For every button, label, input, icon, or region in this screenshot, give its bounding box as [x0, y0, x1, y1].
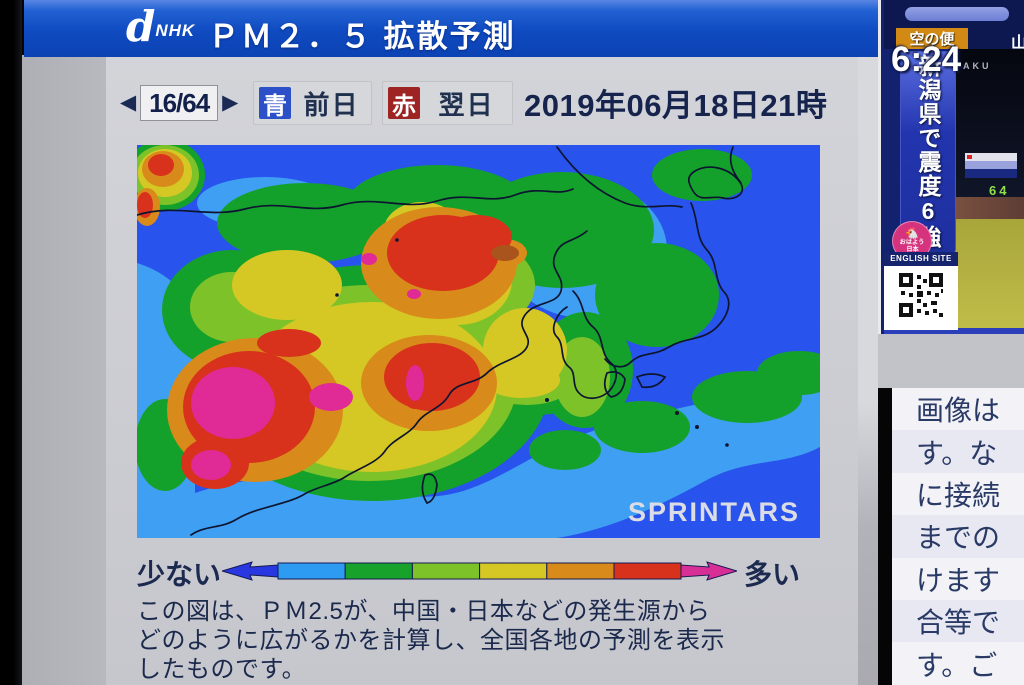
sidebar-text-card: 画像は す。な に接続 までの けます 合等で す。ご [892, 388, 1024, 685]
video-thumbnail: AKU 64 [955, 49, 1024, 330]
forecast-datetime: 2019年06月18日21時 [524, 88, 828, 123]
page-title: ＰＭ２．５ 拡散予測 [208, 19, 516, 54]
map-description: この図は、ＰＭ2.5が、中国・日本などの発生源から どのように広がるかを計算し、… [137, 597, 837, 684]
sidebar: 空の便 山 6:24 新潟県で震度6強 ENGLISH SITE [878, 0, 1024, 685]
coastlines [137, 146, 744, 536]
header-bar [24, 0, 878, 57]
legend-low-label: 少ない [137, 559, 222, 590]
tv-top-pill [905, 7, 1009, 21]
description-line: したものです。 [137, 656, 307, 683]
logo-nhk: NHK [155, 21, 196, 40]
scoreboard [965, 153, 1017, 178]
map-canvas [137, 145, 820, 538]
description-line: この図は、ＰＭ2.5が、中国・日本などの発生源から [137, 598, 711, 625]
left-margin-band [22, 55, 106, 685]
tv-frame-bottom [884, 328, 1024, 334]
pm25-forecast-map: SPRINTARS [137, 145, 820, 538]
sidebar-text-line: 合等で [892, 599, 1024, 643]
legend-high-label: 多い [744, 559, 801, 590]
qr-code [897, 271, 945, 319]
frame-pager: ◀ 16/64 ▶ [120, 84, 238, 122]
stadium-track [955, 197, 1024, 219]
sprintars-watermark: SPRINTARS [627, 497, 800, 527]
sidebar-text-line: けます [916, 564, 1001, 596]
sidebar-text-line: す。な [892, 430, 1024, 473]
logo-text-1: おはよう [899, 239, 925, 246]
clock-time: 6:24 [891, 40, 962, 79]
sidebar-text-line: 画像は [916, 395, 1001, 427]
logo-d: d [126, 2, 156, 51]
score-digits: 64 [989, 183, 1010, 198]
headline-text: 新潟県で震度6強 [915, 54, 941, 249]
sidebar-text-line: までの [892, 515, 1024, 558]
blue-key-chip: 青 [259, 87, 291, 120]
live-broadcast-preview[interactable]: 空の便 山 6:24 新潟県で震度6強 ENGLISH SITE [878, 0, 1024, 334]
pager-value: 16/64 [140, 85, 219, 121]
panel-gap [858, 55, 878, 685]
rooster-icon: 🐔 [905, 228, 919, 240]
sidebar-text-line: す。ご [916, 649, 998, 681]
stadium-field [955, 219, 1024, 330]
next-day-label: 翌日 [438, 89, 495, 120]
pager-prev-icon[interactable]: ◀ [120, 91, 137, 114]
legend-color-scale [220, 556, 739, 591]
next-day-button[interactable]: 赤 翌日 [382, 81, 513, 125]
ticker-partial-text: 山 [1010, 35, 1024, 52]
nhk-datamode-logo: d NHK [126, 2, 196, 51]
description-line: どのように広がるかを計算し、全国各地の予測を表示 [137, 627, 725, 654]
sidebar-text-line: に接続 [916, 479, 1001, 511]
tv-bezel [0, 0, 22, 685]
prev-day-button[interactable]: 青 前日 [253, 81, 372, 125]
video-overlay-text: AKU [963, 61, 992, 71]
english-site-label: ENGLISH SITE [884, 252, 958, 266]
ticker-row: 空の便 山 [884, 28, 1024, 52]
pager-next-icon[interactable]: ▶ [222, 91, 239, 114]
prev-day-label: 前日 [303, 89, 360, 120]
english-site-box: ENGLISH SITE [884, 252, 958, 330]
red-key-chip: 赤 [388, 87, 420, 120]
logo-text-2: 日本 [905, 246, 919, 253]
earthquake-headline-banner: 新潟県で震度6強 [901, 52, 955, 254]
sidebar-gray-gap [878, 334, 1024, 388]
ticker-program-label: 空の便 [896, 28, 968, 49]
